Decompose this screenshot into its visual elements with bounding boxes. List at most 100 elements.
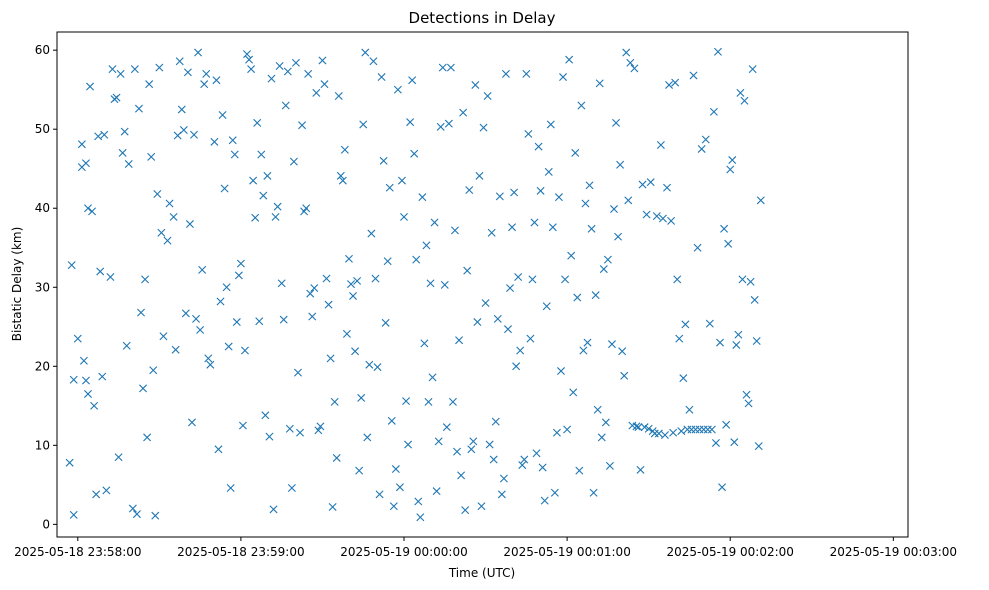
data-point <box>501 69 510 78</box>
data-point <box>705 319 714 328</box>
data-point <box>642 210 651 219</box>
data-point <box>711 438 720 447</box>
data-point <box>320 80 329 89</box>
data-point <box>214 445 223 454</box>
data-point <box>689 71 698 80</box>
data-point <box>269 505 278 514</box>
data-point <box>65 458 74 467</box>
data-point <box>652 212 661 221</box>
data-point <box>139 384 148 393</box>
data-point <box>722 420 731 429</box>
data-point <box>440 280 449 289</box>
data-point <box>106 273 115 281</box>
y-tick-label: 20 <box>35 359 50 373</box>
data-point <box>528 275 537 284</box>
data-point <box>316 422 325 431</box>
data-point <box>438 63 447 72</box>
data-point <box>285 424 294 433</box>
data-point <box>132 510 141 519</box>
data-point <box>365 360 374 369</box>
data-point <box>552 428 561 437</box>
data-point <box>675 334 684 343</box>
data-point <box>726 165 735 174</box>
data-point <box>375 490 384 499</box>
data-point <box>275 61 284 70</box>
data-point <box>257 150 266 159</box>
data-point <box>69 510 78 519</box>
data-point <box>709 107 718 116</box>
data-point <box>334 92 343 101</box>
data-point <box>128 504 137 513</box>
data-point <box>88 207 97 216</box>
x-axis-label: Time (UTC) <box>448 566 515 580</box>
data-point <box>665 80 674 89</box>
data-point <box>518 461 527 470</box>
data-point <box>359 120 368 129</box>
data-point <box>744 399 753 408</box>
data-point <box>599 265 608 274</box>
y-tick-label: 50 <box>35 122 50 136</box>
data-point <box>328 502 337 511</box>
data-point <box>175 57 184 66</box>
data-point <box>283 67 292 76</box>
data-point <box>540 496 549 505</box>
data-point <box>310 284 319 293</box>
data-point <box>601 418 610 427</box>
data-point <box>630 64 639 73</box>
data-point <box>475 171 484 180</box>
data-point <box>222 283 231 292</box>
data-point <box>347 280 355 289</box>
data-point <box>499 474 508 483</box>
data-point <box>371 274 380 283</box>
data-point <box>224 342 233 351</box>
data-point <box>332 453 341 462</box>
data-point <box>671 78 680 87</box>
data-point <box>485 440 494 449</box>
data-point <box>479 123 488 132</box>
data-point <box>495 192 504 201</box>
data-point <box>357 393 366 402</box>
data-point <box>434 437 443 446</box>
data-point <box>363 433 372 442</box>
data-point <box>450 226 459 235</box>
data-point <box>752 337 761 345</box>
data-point <box>206 360 215 369</box>
data-point <box>293 368 302 377</box>
data-point <box>137 308 145 317</box>
x-axis-ticks: 2025-05-18 23:58:00 2025-05-18 23:59:00 20… <box>14 537 957 559</box>
data-point <box>402 397 411 406</box>
data-point <box>489 455 498 464</box>
data-point <box>654 429 663 438</box>
data-point <box>84 389 92 398</box>
data-points <box>65 47 765 522</box>
plot-frame <box>56 31 909 538</box>
data-point <box>308 312 317 321</box>
data-point <box>477 502 486 511</box>
data-point <box>524 129 533 138</box>
data-point <box>579 346 588 355</box>
data-point <box>253 118 262 127</box>
data-point <box>287 484 296 492</box>
data-point <box>512 362 521 371</box>
data-point <box>393 85 402 94</box>
data-point <box>481 299 490 308</box>
data-point <box>465 186 474 195</box>
data-point <box>571 148 580 157</box>
data-point <box>526 334 535 343</box>
data-point <box>430 218 439 227</box>
data-point <box>273 202 282 211</box>
data-point <box>644 424 653 433</box>
data-point <box>467 445 476 454</box>
data-point <box>483 92 492 101</box>
data-point <box>622 48 631 57</box>
data-point <box>742 390 751 399</box>
data-point <box>238 421 247 430</box>
data-point <box>561 275 570 284</box>
data-point <box>157 228 166 237</box>
data-point <box>669 428 678 437</box>
data-point <box>96 267 105 276</box>
data-point <box>514 273 523 281</box>
data-point <box>155 63 164 72</box>
data-point <box>738 275 747 284</box>
data-point <box>342 329 351 338</box>
